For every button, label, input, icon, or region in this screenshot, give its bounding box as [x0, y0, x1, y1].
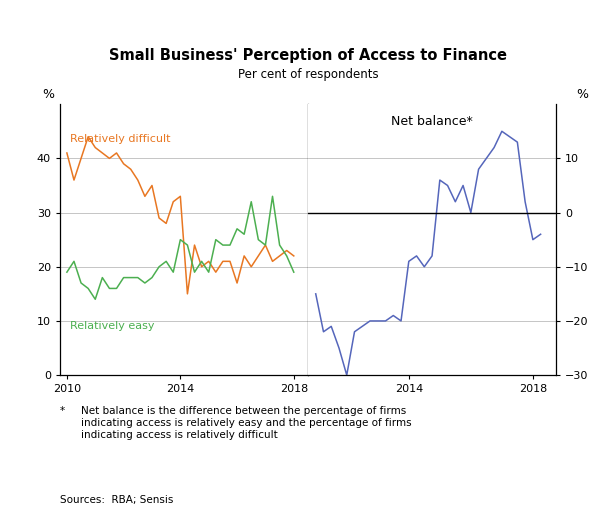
Text: Relatively easy: Relatively easy [70, 321, 154, 331]
Text: Net balance is the difference between the percentage of firms
indicating access : Net balance is the difference between th… [81, 406, 411, 440]
Text: %: % [42, 89, 54, 102]
Text: %: % [576, 89, 588, 102]
Text: Net balance*: Net balance* [391, 115, 473, 128]
Text: Per cent of respondents: Per cent of respondents [237, 68, 379, 81]
Text: Relatively difficult: Relatively difficult [70, 134, 170, 144]
Text: Small Business' Perception of Access to Finance: Small Business' Perception of Access to … [109, 47, 507, 63]
Text: *: * [60, 406, 65, 416]
Text: Sources:  RBA; Sensis: Sources: RBA; Sensis [60, 495, 173, 505]
